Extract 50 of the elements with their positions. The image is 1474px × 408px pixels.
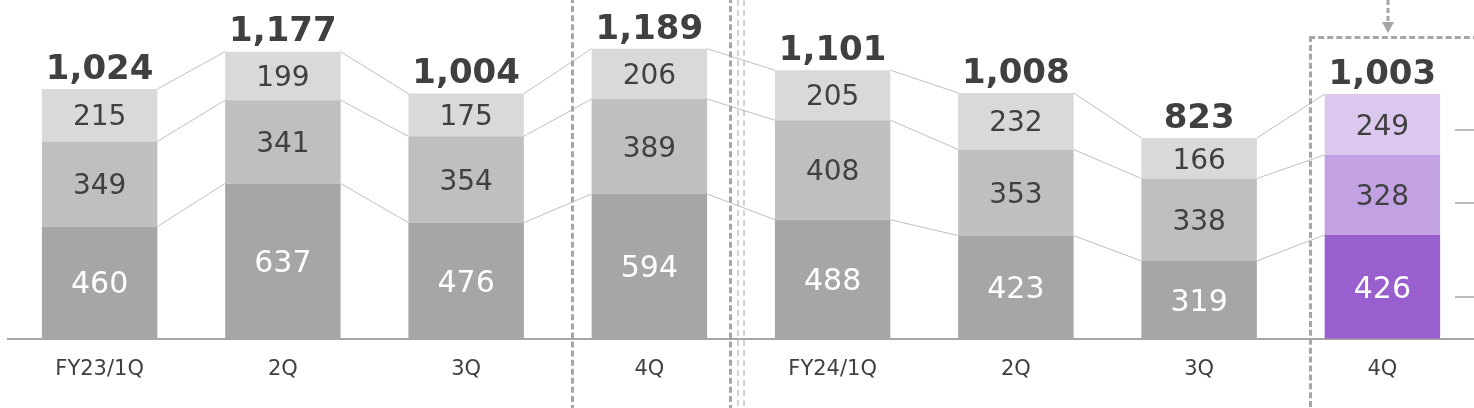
- data-label: 232: [989, 105, 1043, 139]
- x-tick-label: 3Q: [1184, 355, 1215, 380]
- bar: [1324, 94, 1441, 155]
- data-label: 389: [622, 130, 677, 164]
- total-label: 1,024: [45, 46, 154, 87]
- data-label: 637: [254, 243, 312, 279]
- data-label: 341: [256, 126, 310, 160]
- bar: [1324, 234, 1441, 339]
- total-label: 1,189: [595, 6, 704, 47]
- bar: [1141, 138, 1257, 179]
- data-label: 349: [72, 168, 127, 202]
- data-label: 205: [805, 79, 860, 113]
- data-label: 354: [439, 163, 493, 197]
- data-label: 206: [622, 58, 677, 92]
- x-tick-label: 2Q: [267, 355, 298, 380]
- bar: [591, 48, 708, 99]
- total-label: 1,101: [778, 28, 887, 69]
- x-tick-label: 4Q: [634, 355, 665, 380]
- data-label: 215: [72, 99, 127, 133]
- data-label: 488: [803, 262, 862, 298]
- data-label: 199: [256, 60, 310, 94]
- data-label: 175: [439, 99, 493, 133]
- total-label: 823: [1163, 95, 1235, 136]
- total-label: 1,003: [1328, 51, 1437, 92]
- data-label: 319: [1170, 282, 1228, 318]
- data-label: 476: [437, 263, 495, 299]
- data-label: 408: [805, 154, 860, 188]
- data-label: 423: [987, 270, 1045, 305]
- bar: [408, 93, 524, 137]
- bar: [774, 70, 891, 121]
- total-label: 1,004: [412, 51, 520, 92]
- x-tick-label: FY24/1Q: [788, 355, 877, 380]
- data-label: 460: [70, 265, 129, 301]
- x-tick-label: 3Q: [451, 355, 482, 380]
- data-label: 338: [1172, 204, 1226, 238]
- x-tick-label: FY23/1Q: [55, 355, 144, 380]
- bar: [958, 92, 1074, 150]
- x-tick-label: 2Q: [1000, 355, 1031, 380]
- total-label: 1,008: [962, 50, 1070, 91]
- data-label: 353: [989, 176, 1043, 210]
- bar: [1324, 154, 1441, 235]
- data-label: 594: [620, 249, 679, 285]
- data-label: 426: [1353, 269, 1412, 305]
- data-label: 249: [1355, 108, 1410, 142]
- data-label: 328: [1355, 179, 1410, 213]
- bar: [41, 88, 158, 142]
- bar: [225, 51, 341, 101]
- total-label: 1,177: [229, 9, 337, 50]
- data-label: 166: [1172, 142, 1226, 176]
- x-tick-label: 4Q: [1367, 355, 1398, 380]
